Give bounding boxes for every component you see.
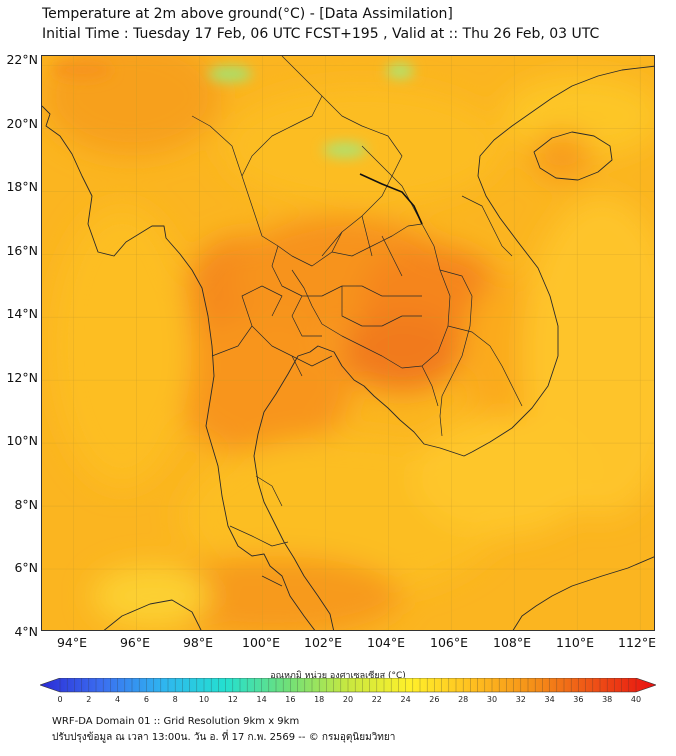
lat-label: 18°N bbox=[6, 179, 38, 194]
lon-label: 110°E bbox=[555, 635, 595, 650]
colorbar-tick-label: 16 bbox=[285, 695, 296, 704]
lat-label: 4°N bbox=[14, 624, 38, 639]
lon-label: 98°E bbox=[182, 635, 214, 650]
colorbar-tick-label: 34 bbox=[544, 695, 555, 704]
temperature-field bbox=[42, 56, 654, 630]
lon-label: 112°E bbox=[617, 635, 657, 650]
colorbar-tick-label: 36 bbox=[573, 695, 584, 704]
lon-label: 94°E bbox=[56, 635, 88, 650]
colorbar-tick-label: 14 bbox=[256, 695, 267, 704]
lat-label: 20°N bbox=[6, 116, 38, 131]
lat-label: 16°N bbox=[6, 243, 38, 258]
colorbar-tick-label: 30 bbox=[486, 695, 498, 704]
footer-model-info: WRF-DA Domain 01 :: Grid Resolution 9km … bbox=[52, 716, 300, 727]
lat-lon-grid bbox=[42, 56, 654, 630]
country-borders bbox=[191, 56, 523, 587]
cool-highland-patches bbox=[52, 60, 414, 158]
coastlines-and-borders bbox=[42, 65, 654, 630]
temperature-map-canvas bbox=[42, 56, 654, 630]
colorbar-tick-label: 4 bbox=[115, 695, 121, 704]
colorbar-tick-label: 6 bbox=[143, 695, 149, 704]
colorbar-tick-label: 10 bbox=[198, 695, 210, 704]
colorbar-tick-label: 26 bbox=[429, 695, 440, 704]
lat-label: 12°N bbox=[6, 370, 38, 385]
mekong-border bbox=[359, 173, 423, 225]
colorbar-tick-label: 2 bbox=[86, 695, 92, 704]
colorbar-tick-label: 12 bbox=[227, 695, 238, 704]
lat-label: 14°N bbox=[6, 306, 38, 321]
lon-label: 96°E bbox=[119, 635, 151, 650]
colorbar-tick-label: 22 bbox=[371, 695, 382, 704]
map-subtitle: Initial Time : Tuesday 17 Feb, 06 UTC FC… bbox=[42, 26, 600, 42]
colorbar-tick-label: 20 bbox=[342, 695, 354, 704]
lon-label: 102°E bbox=[303, 635, 343, 650]
colorbar-tick-label: 38 bbox=[602, 695, 613, 704]
temperature-colorbar bbox=[40, 678, 656, 693]
lon-label: 106°E bbox=[429, 635, 469, 650]
colorbar-tick-label: 32 bbox=[515, 695, 526, 704]
temperature-map[interactable] bbox=[41, 55, 655, 631]
lat-label: 10°N bbox=[6, 433, 38, 448]
lat-label: 22°N bbox=[6, 52, 38, 67]
colorbar-tick-label: 0 bbox=[57, 695, 63, 704]
colorbar-tick-label: 40 bbox=[630, 695, 642, 704]
lat-label: 6°N bbox=[14, 560, 38, 575]
lon-label: 104°E bbox=[366, 635, 406, 650]
footer-update-info: ปรับปรุงข้อมูล ณ เวลา 13:00น. วัน อ. ที่… bbox=[52, 732, 396, 743]
colorbar-tick-label: 28 bbox=[458, 695, 469, 704]
colorbar-tick-label: 8 bbox=[172, 695, 178, 704]
colorbar-tick-label: 18 bbox=[314, 695, 325, 704]
lon-label: 100°E bbox=[241, 635, 281, 650]
colorbar-tick-label: 24 bbox=[400, 695, 411, 704]
colorbar-title: อุณหภูมิ หน่วย องศาเซลเซียส (°C) bbox=[270, 671, 406, 681]
map-title: Temperature at 2m above ground(°C) - [Da… bbox=[42, 6, 453, 22]
lon-label: 108°E bbox=[492, 635, 532, 650]
lat-label: 8°N bbox=[14, 497, 38, 512]
